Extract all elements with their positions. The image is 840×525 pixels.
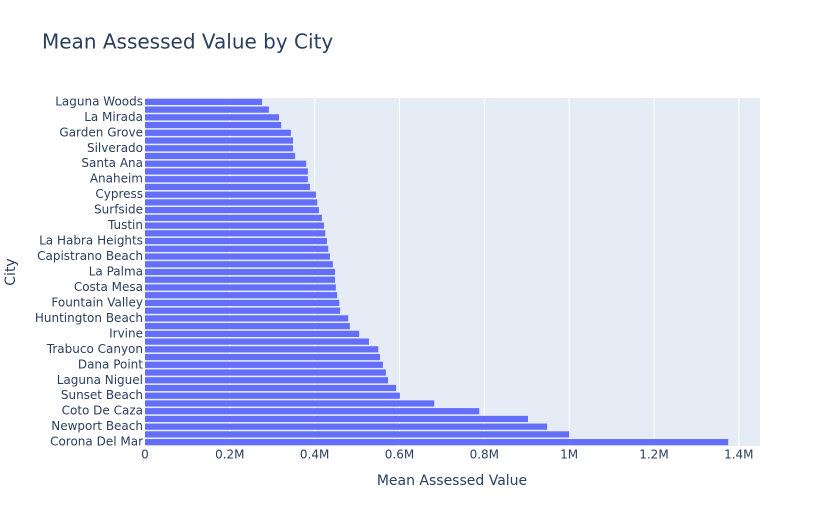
- bar: [145, 299, 340, 307]
- bar: [145, 253, 330, 260]
- bar: [145, 214, 322, 221]
- bar: [145, 369, 386, 376]
- bar: [145, 353, 380, 361]
- bar: [145, 392, 400, 399]
- y-tick-label: Capistrano Beach: [37, 249, 143, 263]
- bar: [145, 230, 326, 237]
- y-tick-label: La Mirada: [84, 110, 143, 124]
- y-tick-label: La Habra Heights: [39, 234, 143, 248]
- bar: [145, 106, 269, 113]
- y-tick-label: Garden Grove: [59, 125, 143, 139]
- bar: [145, 384, 397, 392]
- chart-title: Mean Assessed Value by City: [42, 30, 333, 54]
- y-tick-label: Irvine: [109, 326, 143, 340]
- bar: [145, 284, 336, 291]
- bar: [145, 145, 294, 152]
- bar: [145, 315, 349, 322]
- bar: [145, 168, 308, 175]
- bar: [145, 237, 327, 245]
- bar: [145, 160, 307, 167]
- y-tick-label: Trabuco Canyon: [46, 342, 143, 356]
- y-tick-label: Laguna Woods: [55, 94, 143, 108]
- bar: [145, 207, 319, 214]
- bar: [145, 338, 369, 345]
- x-tick-label: 0.4M: [300, 448, 329, 462]
- y-tick-label: Corona Del Mar: [50, 435, 143, 449]
- x-axis-title: Mean Assessed Value: [377, 473, 527, 489]
- bar: [145, 245, 329, 252]
- bar: [145, 261, 333, 268]
- y-tick-label: Huntington Beach: [35, 311, 143, 325]
- bar: [145, 415, 528, 423]
- bar: [145, 292, 338, 299]
- y-tick-label: Costa Mesa: [74, 280, 143, 294]
- bar: [145, 121, 282, 129]
- bar: [145, 330, 360, 337]
- bar: [145, 98, 263, 105]
- bar: [145, 114, 280, 121]
- y-tick-label: Cypress: [95, 187, 143, 201]
- x-tick-label: 1.4M: [724, 448, 753, 462]
- bar: [145, 176, 308, 183]
- y-tick-label: Laguna Niguel: [57, 373, 143, 387]
- y-tick-label: Sunset Beach: [61, 388, 143, 402]
- x-tick-label: 0.2M: [215, 448, 244, 462]
- bar: [145, 439, 729, 446]
- y-tick-label: La Palma: [89, 265, 143, 279]
- y-tick-label: Dana Point: [78, 357, 143, 371]
- bar: [145, 323, 350, 330]
- bar: [145, 276, 336, 283]
- bar: [145, 307, 341, 314]
- x-tick-label: 0.6M: [385, 448, 414, 462]
- bar: [145, 361, 383, 368]
- bar: [145, 423, 548, 430]
- bar: [145, 377, 389, 384]
- y-tick-label: Anaheim: [90, 172, 143, 186]
- x-tick-label: 0: [141, 448, 149, 462]
- y-tick-label: Newport Beach: [51, 419, 143, 433]
- bar: [145, 129, 291, 136]
- bar: [145, 137, 294, 144]
- x-tick-label: 1.2M: [639, 448, 668, 462]
- y-tick-label: Coto De Caza: [62, 404, 143, 418]
- bar: [145, 183, 310, 191]
- bar: [145, 400, 435, 407]
- y-tick-label: Tustin: [107, 218, 143, 232]
- y-tick-label: Santa Ana: [81, 156, 143, 170]
- y-axis-title: City: [3, 258, 19, 285]
- y-tick-label: Surfside: [94, 203, 143, 217]
- x-tick-label: 0.8M: [470, 448, 499, 462]
- bar: [145, 268, 336, 276]
- y-tick-label: Fountain Valley: [51, 295, 143, 309]
- bar: [145, 431, 570, 438]
- x-tick-label: 1M: [560, 448, 578, 462]
- bar: [145, 199, 318, 206]
- bar: [145, 408, 480, 415]
- bar: [145, 346, 379, 353]
- bar: [145, 191, 316, 198]
- bar: [145, 222, 324, 229]
- bar: [145, 152, 296, 160]
- y-tick-label: Silverado: [87, 141, 143, 155]
